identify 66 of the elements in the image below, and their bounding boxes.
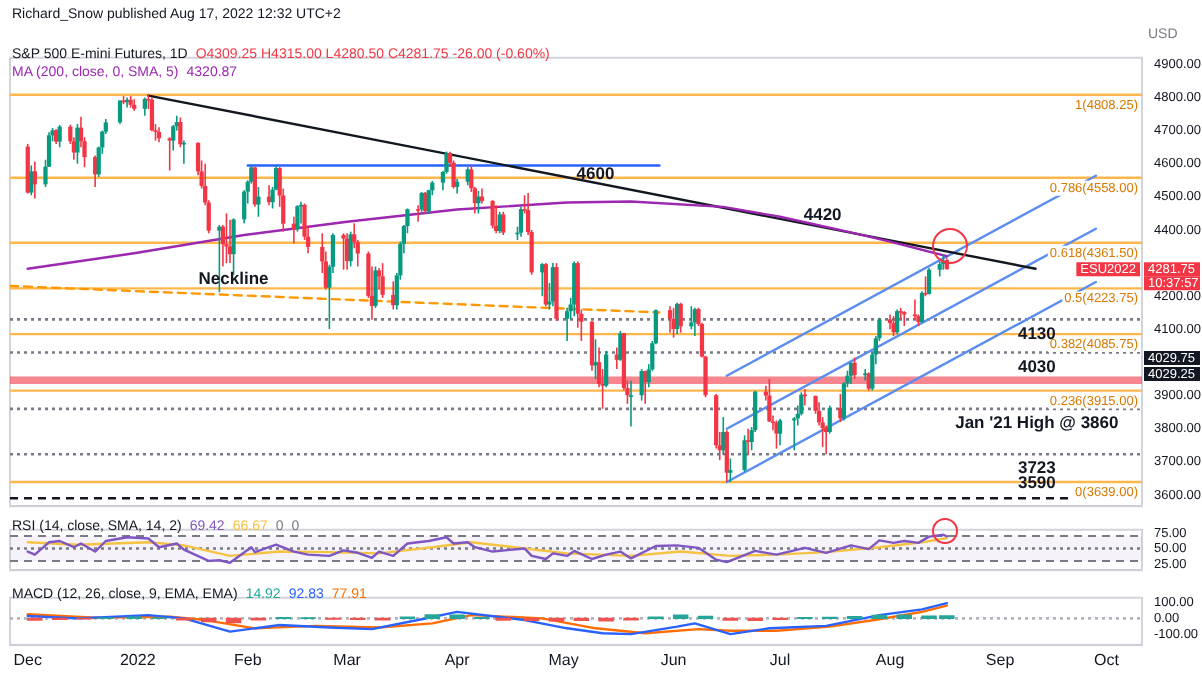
candlestick [29,164,34,197]
x-tick-label: May [548,650,579,669]
x-tick-label: 2022 [119,650,157,669]
candlestick [724,429,729,483]
x-tick-label: Oct [1094,650,1121,669]
ref-line-label: Jan '21 High @ 3860 [955,412,1120,433]
candlestick [678,302,683,334]
candlestick [767,378,772,423]
candlestick [295,204,300,233]
candlestick [376,267,382,291]
x-tick-label: Sep [985,650,1016,669]
x-tick-label: Dec [13,650,42,669]
candlestick [912,298,918,321]
candlestick [667,305,673,334]
candlestick [224,212,229,264]
ref-line-label: 3723 [1017,457,1057,478]
candlestick [891,315,896,337]
candlestick [518,206,524,238]
candlestick [721,416,726,456]
candlestick [777,417,783,447]
candlestick [501,210,506,236]
x-tick-label: Feb [233,650,263,669]
candlestick [926,267,932,296]
candlestick [604,350,609,389]
candlestick [824,424,829,456]
x-tick-label: Jul [769,650,791,669]
candlestick [728,457,733,483]
candlestick [774,419,779,450]
candlestick [543,262,548,307]
candlestick [75,123,80,165]
x-tick-label: Apr [444,650,471,669]
candlestick [923,275,928,298]
candlestick [675,302,680,336]
x-tick-label: Aug [875,650,905,669]
candlestick [93,154,98,188]
candlestick [451,159,456,190]
x-tick-label: Mar [333,650,362,669]
candlestick [256,186,261,218]
candlestick [344,232,350,271]
candlestick [742,434,747,473]
candlestick [167,136,172,172]
ref-line-label: 4030 [1017,355,1057,376]
candlestick [540,262,545,298]
candlestick [572,260,577,317]
candlestick [423,191,428,215]
candlestick [887,313,893,331]
candlestick [628,379,634,428]
candlestick [618,330,623,362]
candlestick [476,190,481,215]
candlestick [391,280,396,311]
candlestick [671,307,676,339]
candlestick [589,320,595,372]
x-tick-label: Jun [660,650,687,669]
candlestick [171,124,176,152]
candlestick [643,369,648,405]
candlestick [380,262,385,299]
candlestick [142,96,147,117]
candlestick [827,404,832,435]
candlestick [852,356,857,380]
candlestick [341,232,346,271]
candlestick [181,139,187,165]
candlestick [490,199,495,230]
candlestick [919,290,925,324]
annotation: 4420 [803,203,843,224]
candlestick [689,305,694,331]
candlestick [799,391,804,417]
